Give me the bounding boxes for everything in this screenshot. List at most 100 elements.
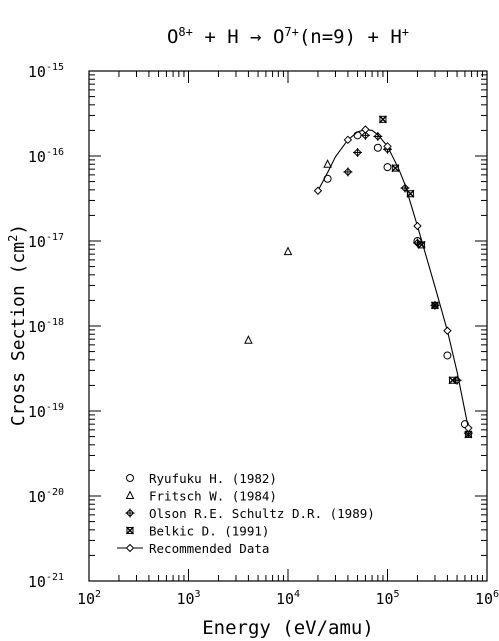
y-tick-label: 10-17: [28, 232, 64, 251]
data-point-circle: [323, 174, 332, 183]
legend-entry: Fritsch W. (1984): [125, 489, 277, 504]
legend-marker: [126, 526, 134, 535]
data-point-triangle: [283, 246, 293, 256]
data-point-diamond-line: [464, 423, 473, 433]
marker-x-b: [464, 430, 473, 439]
legend-marker: [125, 508, 135, 518]
marker-square: [379, 115, 387, 123]
data-point-diamond-line: [313, 186, 323, 195]
data-point-diamond-line: [443, 326, 452, 335]
ylabel-pre: Cross Section (cm: [8, 242, 29, 426]
data-point-x-square: [378, 115, 387, 124]
marker-diamond: [361, 125, 370, 134]
marker-square: [448, 376, 456, 384]
y-tick-label-base: 10: [28, 488, 46, 506]
data-point-x-square: [448, 376, 457, 385]
y-tick-label-base: 10: [28, 318, 46, 336]
axes: 102 103 104 105 10610-2110-2010-1910-1810-17…: [28, 62, 499, 608]
x-tick-label-base: 10: [475, 590, 493, 608]
y-tick-label-exp: -17: [46, 232, 64, 243]
marker-circle: [126, 474, 134, 482]
ylabel-post: ): [8, 224, 29, 235]
x-tick-label: 103: [176, 589, 200, 608]
legend-entry: Recommended Data: [117, 541, 269, 556]
y-tick-label-exp: -21: [46, 572, 64, 583]
marker-diamond: [413, 221, 422, 231]
marker-square: [406, 190, 414, 198]
data-point-circle: [443, 351, 452, 360]
data-point-diamond-plus: [373, 131, 383, 141]
x-tick-label: 102: [77, 589, 101, 608]
marker-diamond: [464, 423, 473, 433]
data-point-diamond-plus: [452, 375, 462, 385]
title-part-mid: + H → O: [193, 26, 285, 48]
y-tick-label-base: 10: [28, 63, 46, 81]
ylabel-sup: 2: [6, 235, 20, 242]
x-tick-label-base: 10: [77, 590, 95, 608]
legend-entry: Ryufuku H. (1982): [126, 471, 277, 486]
marker-triangle: [125, 490, 135, 499]
marker-triangle: [244, 335, 253, 344]
legend-marker: [125, 543, 135, 553]
marker-diamond: [343, 135, 353, 145]
legend-marker: [125, 490, 135, 499]
x-tick-label: 106: [475, 589, 499, 608]
x-axis-label: Energy (eV/amu): [202, 617, 374, 639]
data-point-x-square: [430, 301, 439, 310]
data-point-x-square: [406, 189, 415, 198]
y-tick-label: 10-20: [28, 487, 64, 506]
marker-diamond: [125, 543, 135, 553]
title-part-post: (n=9) + H: [299, 26, 402, 48]
data-point-diamond-line: [361, 125, 370, 134]
y-tick-label-exp: -18: [46, 317, 64, 328]
plot-frame: [88, 70, 488, 582]
y-axis-label: Cross Section (cm2): [6, 224, 29, 426]
marker-diamond: [313, 186, 323, 195]
marker-circle: [443, 351, 452, 360]
marker-square: [418, 241, 426, 249]
y-tick-label-base: 10: [28, 403, 46, 421]
marker-x-b: [126, 526, 134, 535]
x-tick-label-base: 10: [276, 590, 294, 608]
x-tick-label-base: 10: [176, 590, 194, 608]
data-point-circle: [373, 143, 382, 152]
recommended-data-line: [317, 128, 469, 429]
data-point-circle: [383, 163, 392, 172]
x-tick-label-base: 10: [375, 590, 393, 608]
chart-title: O8+ + H → O7+(n=9) + H+: [167, 25, 409, 48]
marker-diamond: [443, 326, 452, 335]
legend-entry: Belkic D. (1991): [126, 524, 269, 539]
data-point-circle: [353, 131, 362, 140]
data-points: [244, 115, 473, 439]
recommended-curve: [317, 128, 469, 429]
data-point-triangle: [323, 159, 332, 168]
data-point-x-square: [391, 164, 400, 173]
title-part-pre: O: [167, 26, 178, 48]
y-tick-label-exp: -15: [46, 62, 64, 73]
marker-diamond: [383, 142, 392, 151]
marker-triangle: [283, 246, 293, 256]
y-tick-label-exp: -19: [46, 402, 64, 413]
y-tick-label-exp: -20: [46, 487, 64, 498]
x-tick-label: 104: [276, 589, 300, 608]
legend-label: Recommended Data: [149, 541, 269, 556]
data-point-diamond-plus: [353, 147, 363, 157]
y-tick-label-base: 10: [28, 233, 46, 251]
legend: Ryufuku H. (1982) Fritsch W. (1984) Olson …: [117, 471, 375, 556]
y-tick-label-base: 10: [28, 148, 46, 166]
data-point-diamond-line: [343, 135, 353, 145]
marker-square: [126, 527, 134, 534]
data-point-triangle: [244, 335, 253, 344]
y-tick-label-base: 10: [28, 573, 46, 591]
x-tick-label-exp: 6: [493, 589, 499, 600]
marker-circle: [323, 174, 332, 183]
y-tick-label: 10-19: [28, 402, 64, 421]
marker-square: [431, 301, 439, 309]
y-tick-label: 10-15: [28, 62, 64, 81]
legend-label: Belkic D. (1991): [149, 524, 269, 539]
title-part-sup1: 8+: [178, 25, 192, 39]
marker-x-b: [448, 376, 457, 385]
marker-circle: [383, 163, 392, 172]
marker-circle: [353, 131, 362, 140]
